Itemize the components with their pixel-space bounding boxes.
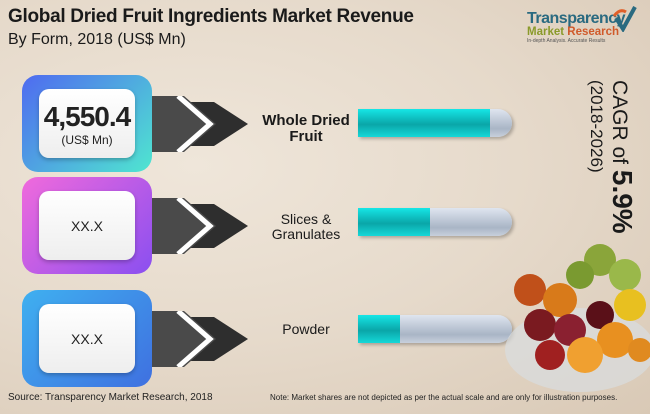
bar-track <box>358 109 512 137</box>
category-label: Whole Dried Fruit <box>262 112 350 145</box>
bar-track <box>358 315 512 343</box>
value-card-whole-dried-fruit: 4,550.4 (US$ Mn) <box>22 75 152 172</box>
logo-research: Research <box>567 26 620 38</box>
value-label: XX.X <box>71 217 103 234</box>
cagr-callout: CAGR of 5.9% (2018-2026) <box>548 75 638 245</box>
bar-whole-dried-fruit <box>358 109 491 137</box>
category-label: Slices & Granulates <box>271 211 341 242</box>
logo-market: Market <box>527 26 565 38</box>
chevron-arrow-icon <box>152 198 248 254</box>
logo-tagline: In-depth Analysis. Accurate Results <box>527 38 606 44</box>
value-label: 4,550.4 <box>43 100 131 132</box>
source-text: Source: Transparency Market Research, 20… <box>8 392 213 403</box>
cagr-text: CAGR of 5.9% <box>607 80 638 234</box>
bar-track <box>358 208 512 236</box>
value-card-powder: XX.X <box>22 290 152 387</box>
bar-powder <box>358 315 400 343</box>
dried-fruit-bowl-image <box>505 244 650 392</box>
note-text: Note: Market shares are not depicted as … <box>270 393 618 402</box>
checkmark-icon <box>612 6 637 32</box>
chevron-arrow-icon <box>152 96 248 152</box>
value-label: XX.X <box>71 330 103 347</box>
cagr-period: (2018-2026) <box>587 80 606 173</box>
logo: Transparency Market Research In-depth An… <box>527 10 645 44</box>
value-card-slices-granulates: XX.X <box>22 177 152 274</box>
page-title: Global Dried Fruit Ingredients Market Re… <box>8 6 414 27</box>
chevron-arrow-icon <box>152 311 248 367</box>
logo-line2: Market Research <box>527 26 645 38</box>
category-label: Powder <box>282 321 330 337</box>
unit-label: (US$ Mn) <box>61 132 113 147</box>
logo-line1: Transparency <box>527 10 626 27</box>
page-subtitle: By Form, 2018 (US$ Mn) <box>8 31 186 48</box>
bar-slices-granulates <box>358 208 431 236</box>
